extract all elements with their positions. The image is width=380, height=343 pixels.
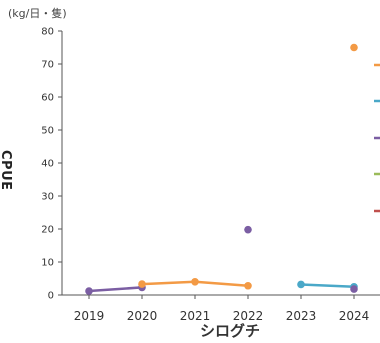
x-tick-label: 2023 (286, 309, 317, 323)
y-unit-label: (kg/日・隻) (8, 7, 67, 20)
series-line-0 (88, 286, 143, 293)
data-point (297, 280, 305, 289)
x-tick-label: 2020 (127, 309, 158, 323)
data-point (350, 43, 358, 52)
x-tick-label: 2021 (180, 309, 211, 323)
data-point (191, 278, 199, 286)
y-ticks: 0 10 20 30 40 50 60 70 80 (41, 27, 62, 302)
axes (61, 31, 380, 296)
y-tick-label: 20 (41, 225, 54, 236)
data-point (244, 225, 252, 234)
y-tick-label: 40 (41, 159, 54, 170)
data-point (85, 287, 93, 295)
series-line-4 (300, 283, 355, 288)
series-group (85, 43, 358, 295)
x-tick-label: 2022 (233, 309, 264, 323)
x-tick-label: 2019 (74, 309, 105, 323)
y-tick-label: 80 (41, 27, 54, 38)
x-tick-label: 2024 (339, 309, 370, 323)
chart-title: シログチ (199, 322, 260, 340)
legend (374, 63, 380, 213)
data-point (350, 285, 358, 293)
y-tick-label: 30 (41, 192, 54, 203)
y-axis-label: CPUE (0, 150, 13, 191)
y-tick-label: 0 (48, 291, 54, 302)
y-tick-label: 10 (41, 258, 54, 269)
y-tick-label: 60 (41, 93, 54, 104)
data-point (244, 281, 252, 290)
data-point (138, 280, 146, 288)
x-ticks: 2019 2020 2021 2022 2023 2024 (74, 295, 370, 323)
y-tick-label: 70 (41, 60, 54, 71)
y-tick-label: 50 (41, 126, 54, 137)
